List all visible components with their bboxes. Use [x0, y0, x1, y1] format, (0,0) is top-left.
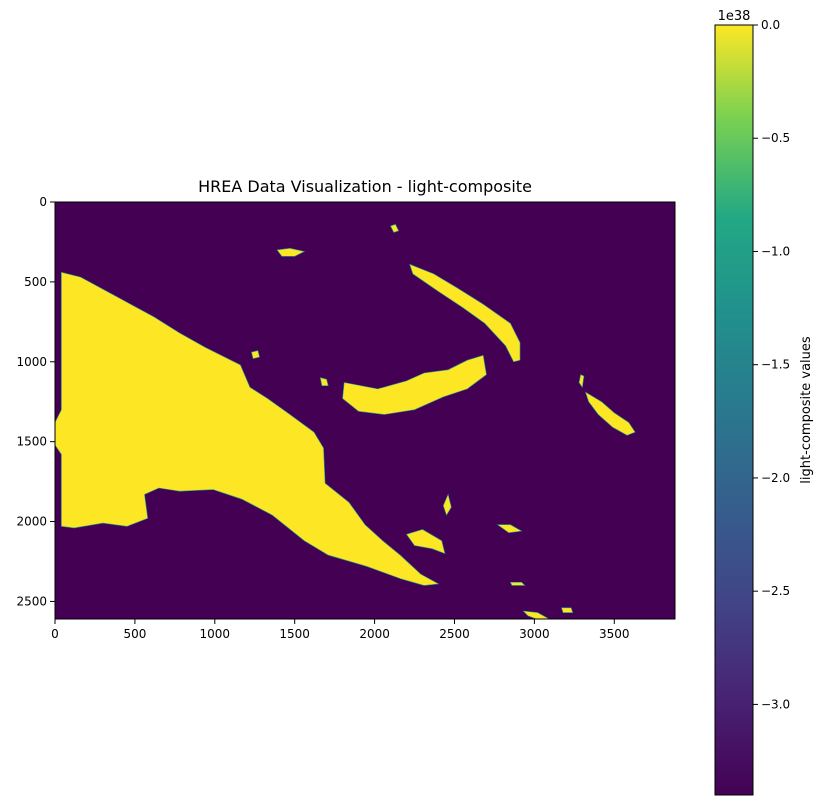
colorbar-tick-label: −0.5 — [761, 131, 790, 145]
landmass-mainland — [55, 271, 440, 586]
x-tick-label: 3500 — [599, 627, 630, 641]
landmass-umboi — [319, 377, 329, 387]
landmass-dentrecasteaux — [406, 529, 446, 554]
colorbar-label: light-composite values — [799, 336, 814, 484]
x-axis: 0 500 1000 1500 2000 2500 3000 3500 — [51, 619, 630, 641]
landmass-woodlark — [496, 524, 523, 534]
landmass-rossel — [561, 607, 574, 613]
landmass-trobriand — [442, 493, 452, 516]
plot-frame — [54, 201, 676, 620]
landmass-new-britain — [342, 355, 487, 415]
x-tick-label: 0 — [51, 627, 59, 641]
x-tick-label: 1500 — [279, 627, 310, 641]
colorbar — [714, 24, 754, 796]
y-tick-label: 500 — [24, 275, 47, 289]
y-axis: 0 500 1000 1500 2000 2500 — [16, 195, 55, 608]
landmass-louisiade — [522, 610, 550, 619]
colorbar-tick-label: −2.0 — [761, 471, 790, 485]
landmass-manus — [276, 247, 306, 257]
x-tick-label: 3000 — [519, 627, 550, 641]
landmass-mussau — [390, 224, 400, 233]
chart-title: HREA Data Visualization - light-composit… — [198, 177, 532, 196]
y-tick-label: 2000 — [16, 515, 47, 529]
landmass-new-ireland — [409, 263, 521, 363]
x-tick-label: 500 — [123, 627, 146, 641]
colorbar-tick-label: −2.5 — [761, 584, 790, 598]
colorbar-tick-label: −1.0 — [761, 244, 790, 258]
y-tick-label: 1000 — [16, 355, 47, 369]
x-tick-label: 2000 — [359, 627, 390, 641]
x-tick-label: 1000 — [200, 627, 231, 641]
y-tick-label: 2500 — [16, 594, 47, 608]
colorbar-axis: 0.0 −0.5 −1.0 −1.5 −2.0 −2.5 −3.0 — [753, 18, 790, 711]
colorbar-tick-label: 0.0 — [761, 18, 780, 32]
landmass-karkar — [251, 350, 260, 359]
landmass-misima — [509, 581, 526, 586]
landmass-bougainville — [584, 391, 636, 436]
landmass-buka — [578, 374, 585, 389]
colorbar-tick-label: −1.5 — [761, 358, 790, 372]
y-tick-label: 0 — [39, 195, 47, 209]
colorbar-offset-text: 1e38 — [718, 9, 751, 24]
landmass-layer — [55, 224, 636, 619]
colorbar-tick-label: −3.0 — [761, 697, 790, 711]
x-tick-label: 2500 — [439, 627, 470, 641]
y-tick-label: 1500 — [16, 435, 47, 449]
